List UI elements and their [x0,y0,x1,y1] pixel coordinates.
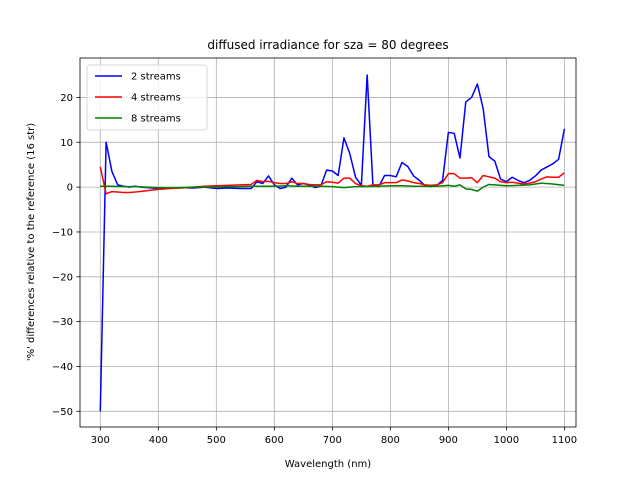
x-tick-label: 1000 [494,435,519,446]
x-tick-label: 700 [323,435,342,446]
series-layer [99,74,566,412]
x-tick-label: 900 [439,435,458,446]
y-axis-label: '%' differences relative to the referenc… [26,123,37,361]
x-tick-label: 400 [149,435,168,446]
y-tick-label: −10 [52,227,73,238]
x-axis-label: Wavelength (nm) [285,459,371,470]
x-tick-label: 600 [265,435,284,446]
y-tick-label: 20 [60,93,73,104]
plot-frame [79,57,577,428]
y-tick-label: −50 [52,407,73,418]
x-tick-label: 500 [207,435,226,446]
legend-box [86,64,208,131]
legend: 2 streams 4 streams 8 streams [86,64,208,131]
legend-label: 2 streams [131,72,181,83]
y-tick-label: −20 [52,272,73,283]
y-tick-label: 0 [67,183,73,194]
y-tick-label: 10 [60,138,73,149]
y-tick-label: −30 [52,317,73,328]
x-tick-label: 300 [91,435,110,446]
y-tick-label: −40 [52,362,73,373]
x-tick-label: 800 [381,435,400,446]
series-line-8-streams [100,182,565,192]
chart-title: diffused irradiance for sza = 80 degrees [207,38,448,52]
legend-label: 8 streams [131,114,181,125]
x-tick-label: 1100 [552,435,577,446]
legend-label: 4 streams [131,93,181,104]
axis-ticks: 300 400 500 600 700 800 900 1000 1100 −50 −40 −30 −2… [52,93,577,446]
